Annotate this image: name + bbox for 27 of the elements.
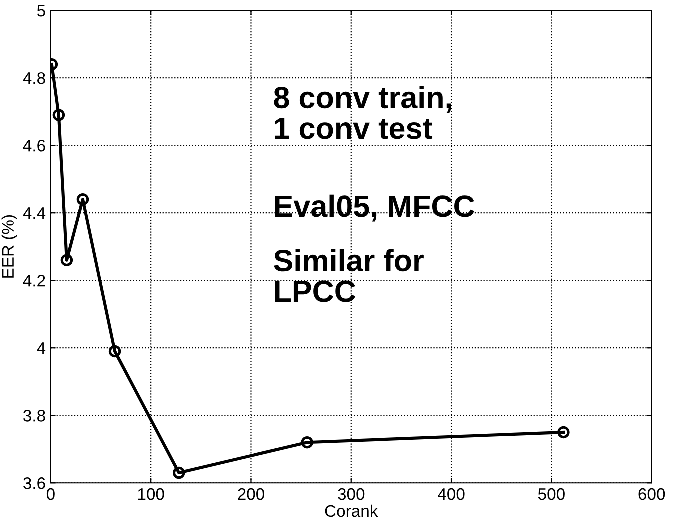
annotation: Similar for LPCC: [274, 249, 424, 302]
y-tick-label: 4.8: [23, 72, 46, 84]
point: [301, 436, 314, 449]
point: [558, 426, 570, 439]
annotation: Eval05, MFCC: [275, 194, 474, 222]
y-tick-label: 5: [37, 5, 46, 17]
x-tick-label: 600: [638, 488, 666, 500]
y-tick-label: 4: [37, 342, 46, 354]
point: [173, 466, 186, 480]
point: [76, 193, 90, 206]
x-axis-title: Corank: [325, 504, 378, 518]
x-tick-label: 300: [338, 488, 365, 500]
point: [52, 109, 66, 122]
x-tick-label: 200: [238, 488, 264, 500]
x-tick-label: 500: [538, 488, 565, 500]
y-tick-label: 4.4: [23, 208, 46, 220]
y-axis-title: EER (%): [2, 215, 18, 278]
y-tick-label: 4.2: [23, 274, 46, 287]
point: [108, 345, 122, 358]
y-tick-label: 4.6: [23, 140, 46, 152]
x-tick-label: 100: [138, 488, 164, 500]
x-tick-label: 400: [438, 488, 465, 500]
point: [60, 254, 74, 266]
y-tick-label: 3.8: [24, 410, 46, 422]
y-tick-label: 3.6: [24, 478, 46, 490]
annotation: 8 conv train, 1 conv test: [274, 86, 452, 140]
x-tick-label: 0: [46, 488, 55, 500]
